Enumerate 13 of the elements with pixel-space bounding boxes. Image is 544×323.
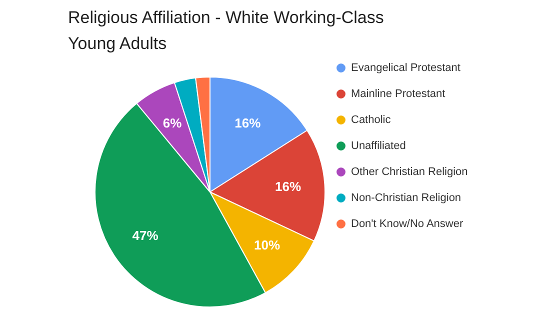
data-label: 16%: [234, 115, 262, 130]
data-label: 10%: [254, 238, 280, 253]
data-label: 47%: [132, 228, 159, 243]
legend-label: Unaffiliated: [351, 140, 406, 152]
legend-label: Mainline Protestant: [351, 88, 446, 100]
data-label: 16%: [275, 179, 302, 194]
chart-title: Religious Affiliation - White Working-Class Young Adults: [68, 8, 384, 53]
legend-label: Catholic: [351, 114, 392, 126]
legend-label: Don't Know/No Answer: [351, 218, 464, 230]
legend-label: Other Christian Religion: [351, 166, 468, 178]
legend-label: Evangelical Protestant: [351, 62, 460, 74]
legend-label: Non-Christian Religion: [351, 192, 462, 204]
data-label: 6%: [162, 115, 182, 130]
